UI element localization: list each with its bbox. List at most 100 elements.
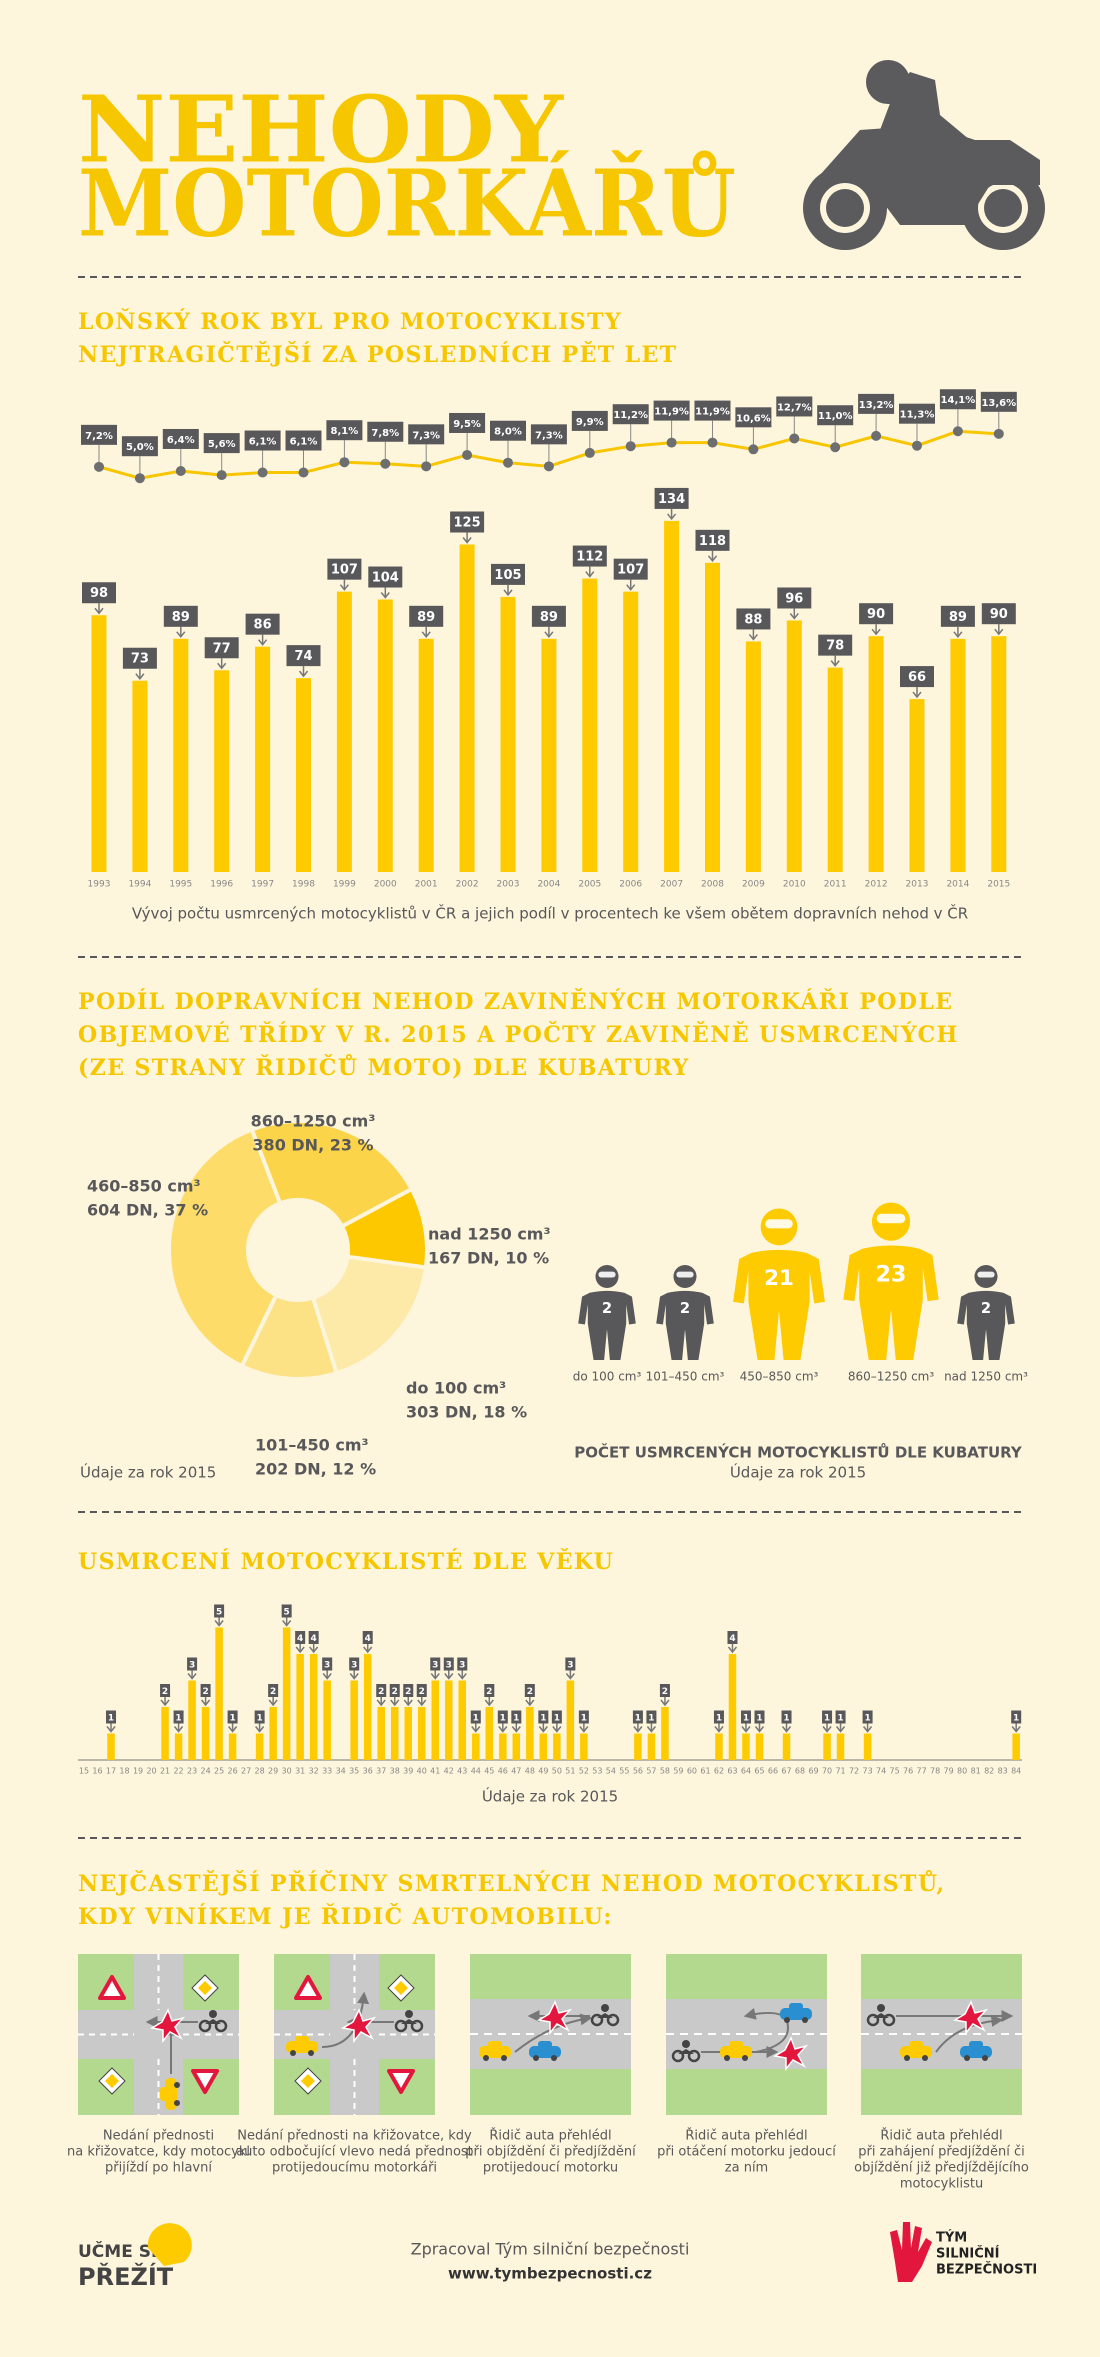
label-box	[511, 1710, 522, 1724]
data-label: 5	[284, 1608, 290, 1618]
x-tick-label: 62	[714, 1767, 724, 1776]
x-tick-label: 49	[538, 1767, 548, 1776]
label-box	[571, 410, 608, 431]
data-label: 1	[108, 1714, 114, 1724]
bar	[991, 636, 1007, 872]
callout-arrow	[417, 1699, 427, 1707]
callout-arrow	[633, 1726, 643, 1733]
data-label: 2	[527, 1687, 533, 1697]
label-box	[449, 412, 486, 433]
label-box	[457, 1657, 468, 1671]
label-box	[162, 428, 199, 449]
bar	[755, 1733, 764, 1760]
x-tick-label: 28	[255, 1767, 265, 1776]
label-box	[565, 1657, 576, 1671]
bar	[255, 1733, 264, 1760]
x-tick-label: 71	[835, 1767, 845, 1776]
figure-body	[733, 1208, 825, 1360]
callout-arrow	[403, 1699, 413, 1707]
callout-arrow	[484, 1699, 494, 1707]
bar	[296, 1654, 304, 1760]
bar	[541, 638, 557, 872]
bar	[566, 1680, 575, 1760]
data-label: 73	[131, 652, 149, 667]
x-tick-label: 32	[309, 1767, 319, 1776]
callout-arrow	[295, 1646, 305, 1654]
data-label: 8,0%	[494, 427, 522, 438]
x-tick-label: 33	[322, 1767, 332, 1776]
bar	[91, 615, 107, 872]
label-box	[740, 1710, 751, 1724]
callout-arrow	[953, 631, 963, 639]
callout-arrow	[160, 1699, 170, 1707]
label-box	[531, 605, 566, 627]
label-box	[727, 1631, 738, 1644]
donut-slice	[310, 1254, 429, 1376]
callout-arrow	[282, 1620, 292, 1627]
share-point	[625, 441, 636, 452]
chart-subtitle: Údaje za rok 2015	[730, 1463, 866, 1482]
category-label: 450–850 cm³	[740, 1370, 819, 1384]
share-point	[216, 470, 227, 481]
label-box	[524, 1684, 535, 1697]
data-label: 125	[454, 516, 481, 531]
x-tick-label: 56	[633, 1767, 643, 1776]
x-tick-label: 69	[808, 1767, 818, 1776]
label-box	[817, 405, 854, 426]
share-point	[257, 467, 268, 478]
x-tick-label: 67	[781, 1767, 791, 1776]
bar	[827, 667, 843, 872]
bar	[782, 1733, 791, 1760]
figure: 2	[656, 1264, 714, 1360]
x-tick-label: 29	[268, 1767, 278, 1776]
x-tick-label: 79	[944, 1767, 954, 1776]
label-box	[822, 1710, 833, 1724]
label-box	[244, 430, 281, 451]
label-box	[245, 613, 280, 635]
data-label: 134	[658, 492, 685, 507]
x-tick-label: 77	[917, 1767, 927, 1776]
x-tick-label: 51	[565, 1767, 575, 1776]
age-chart: 15 16 17 18 19 20 21 22 23 24 25 26 27 28 29 30 31 32 33 34…	[78, 1604, 1022, 1776]
bar	[255, 646, 271, 872]
x-tick-label: 59	[673, 1767, 683, 1776]
x-tick-label: 31	[295, 1767, 305, 1776]
data-label: 4	[297, 1634, 303, 1644]
bar	[377, 599, 393, 872]
label-box	[203, 433, 240, 454]
data-label: 7,3%	[535, 430, 563, 441]
figure-value: 2	[680, 1300, 690, 1317]
data-label: 13,6%	[981, 398, 1016, 409]
x-tick-label: 1997	[251, 880, 274, 890]
data-label: 1	[864, 1714, 870, 1724]
bar	[500, 596, 516, 872]
x-tick-label: 38	[390, 1767, 400, 1776]
callout-arrow	[660, 1699, 670, 1707]
label-box	[491, 563, 525, 585]
credit: Zpracoval Tým silniční bezpečnosti	[411, 2240, 690, 2259]
callout-arrow	[135, 673, 145, 680]
data-label: 8,1%	[331, 426, 359, 437]
data-label: 90	[867, 607, 885, 622]
callout-arrow	[714, 1726, 724, 1733]
bar	[472, 1733, 480, 1760]
logo-text: PŘEŽÍT	[78, 2262, 174, 2291]
callout-arrow	[268, 1699, 278, 1707]
label-box	[214, 1604, 225, 1618]
label-box	[980, 391, 1017, 412]
bar	[201, 1707, 210, 1760]
data-label: 2	[202, 1687, 208, 1697]
label-box	[572, 545, 607, 567]
callout-arrow	[862, 1726, 873, 1733]
section-heading: KDY VINÍKEM JE ŘIDIČ AUTOMOBILU:	[78, 1903, 613, 1930]
label-box	[122, 647, 157, 669]
share-point	[421, 461, 432, 472]
callout-arrow	[201, 1699, 211, 1707]
bar	[1012, 1733, 1020, 1760]
motorcycle-illustration	[803, 60, 1045, 250]
x-tick-label: 76	[903, 1767, 913, 1776]
section-heading: LOŇSKÝ ROK BYL PRO MOTOCYKLISTY	[78, 308, 622, 335]
label-box	[530, 424, 567, 445]
data-label: 1	[500, 1714, 506, 1724]
figure-body	[656, 1264, 714, 1360]
